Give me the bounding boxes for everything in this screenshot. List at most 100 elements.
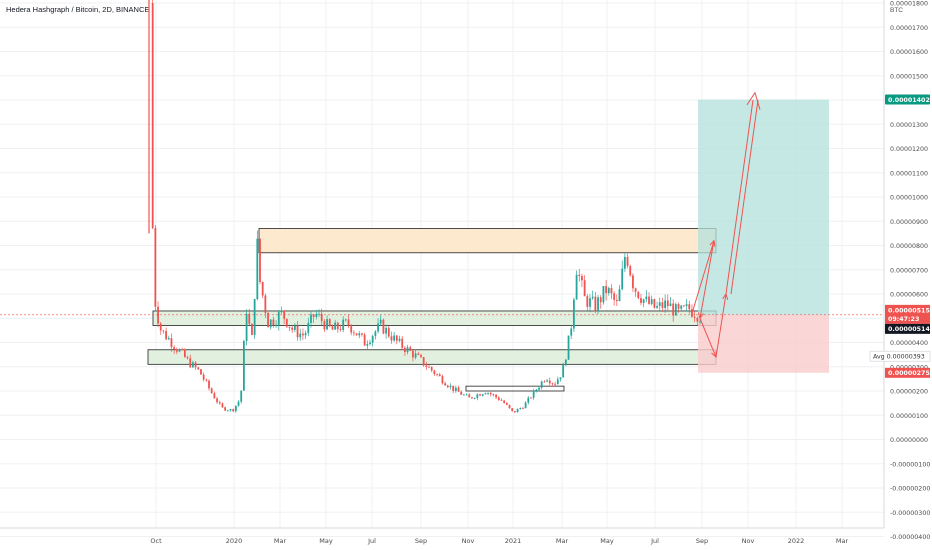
- candle-body: [444, 383, 447, 386]
- candle-body: [237, 401, 240, 406]
- candle-body: [302, 333, 304, 336]
- time-tick-label: 2020: [226, 537, 243, 545]
- candle-body: [516, 409, 519, 413]
- time-tick-label: Nov: [462, 537, 475, 545]
- price-tick-label: -0.00000300: [890, 510, 930, 517]
- candle-body: [656, 305, 658, 308]
- price-tick-label: -0.00000400: [890, 534, 930, 541]
- price-tick-label: 0.00000000: [890, 437, 928, 444]
- candle-body: [358, 333, 361, 336]
- candle-body: [178, 349, 181, 352]
- candle-body: [318, 313, 320, 315]
- candle-body: [213, 393, 216, 399]
- candle-body: [167, 338, 170, 340]
- candle-body: [342, 319, 345, 331]
- candle-body: [607, 288, 610, 294]
- candle-body: [323, 321, 326, 330]
- candle-body: [353, 332, 355, 334]
- candle-body: [259, 238, 261, 282]
- candle-body: [181, 349, 184, 351]
- candle-body: [618, 289, 621, 302]
- candle-body: [304, 333, 307, 336]
- time-tick-label: May: [319, 537, 333, 545]
- candle-body: [293, 325, 296, 330]
- candle-body: [594, 296, 597, 312]
- candle-body: [570, 328, 573, 336]
- projection-arrow: [699, 240, 715, 319]
- candle-body: [508, 404, 511, 409]
- candle-body: [575, 274, 578, 300]
- candle-body: [363, 334, 366, 346]
- candle-body: [454, 387, 457, 391]
- current-price-text: 0.00000515: [888, 307, 930, 314]
- stop-price-text: 0.00000275: [888, 370, 930, 377]
- candle-body: [417, 353, 420, 355]
- candle-body: [473, 398, 476, 399]
- candle-body: [495, 394, 497, 398]
- candle-body: [202, 374, 205, 380]
- candle-body: [564, 359, 567, 366]
- candle-body: [556, 379, 559, 385]
- candle-body: [626, 256, 629, 266]
- candle-body: [272, 319, 275, 326]
- candle-body: [489, 392, 492, 395]
- candle-body: [226, 410, 229, 412]
- candle-body: [288, 326, 291, 328]
- candle-body: [264, 295, 267, 313]
- candle-body: [492, 394, 495, 396]
- candle-body: [369, 342, 371, 345]
- candle-body: [468, 394, 471, 398]
- target-area: [698, 99, 829, 315]
- price-tick-label: 0.00001600: [890, 49, 928, 56]
- time-tick-label: May: [600, 537, 614, 545]
- candle-body: [248, 313, 251, 324]
- candle-body: [210, 388, 213, 394]
- candle-body: [527, 397, 530, 403]
- candle-body: [438, 374, 441, 377]
- candle-body: [696, 317, 699, 322]
- candle-body: [524, 402, 527, 409]
- candle-body: [661, 302, 664, 309]
- time-tick-label: 2022: [788, 537, 805, 545]
- price-tick-label: -0.00000100: [890, 461, 930, 468]
- candle-body: [165, 331, 167, 340]
- candle-body: [505, 403, 508, 405]
- candle-body: [374, 331, 377, 337]
- candle-body: [347, 319, 350, 325]
- candle-body: [234, 405, 237, 412]
- candle-body: [326, 319, 328, 330]
- candles: [148, 0, 701, 413]
- candle-body: [269, 319, 272, 328]
- price-tick-label: 0.00000600: [890, 292, 928, 299]
- candle-body: [422, 357, 425, 366]
- candle-body: [543, 381, 546, 383]
- candle-body: [674, 304, 677, 316]
- price-tick-label: -0.00000200: [890, 486, 930, 493]
- time-axis[interactable]: Oct 2020 Mar May Jul Sep Nov 2021 Mar May Jul Sep No…: [150, 537, 848, 545]
- candle-body: [401, 338, 404, 348]
- candle-body: [307, 322, 310, 334]
- candle-body: [554, 383, 557, 385]
- candle-body: [688, 304, 691, 310]
- price-axis[interactable]: 0.00001800 0.00001700 0.00001600 0.00001500…: [890, 1, 930, 550]
- candle-body: [312, 314, 315, 317]
- price-tick-label: 0.00001100: [890, 170, 928, 177]
- candle-body: [385, 327, 387, 334]
- candle-body: [559, 377, 562, 380]
- candle-body: [331, 326, 334, 330]
- candle-body: [460, 391, 463, 395]
- candle-body: [621, 268, 624, 290]
- candle-body: [412, 350, 414, 358]
- candle-body: [666, 300, 669, 307]
- candle-body: [634, 288, 637, 292]
- chart-title: Hedera Hashgraph / Bitcoin, 2D, BINANCE: [6, 5, 150, 14]
- candle-body: [277, 312, 280, 325]
- candle-body: [339, 329, 342, 331]
- candle-body: [522, 408, 524, 409]
- candle-body: [532, 390, 535, 398]
- candle-body: [664, 300, 667, 309]
- candle-body: [296, 325, 299, 338]
- candle-body: [251, 323, 253, 335]
- candle-body: [328, 319, 331, 327]
